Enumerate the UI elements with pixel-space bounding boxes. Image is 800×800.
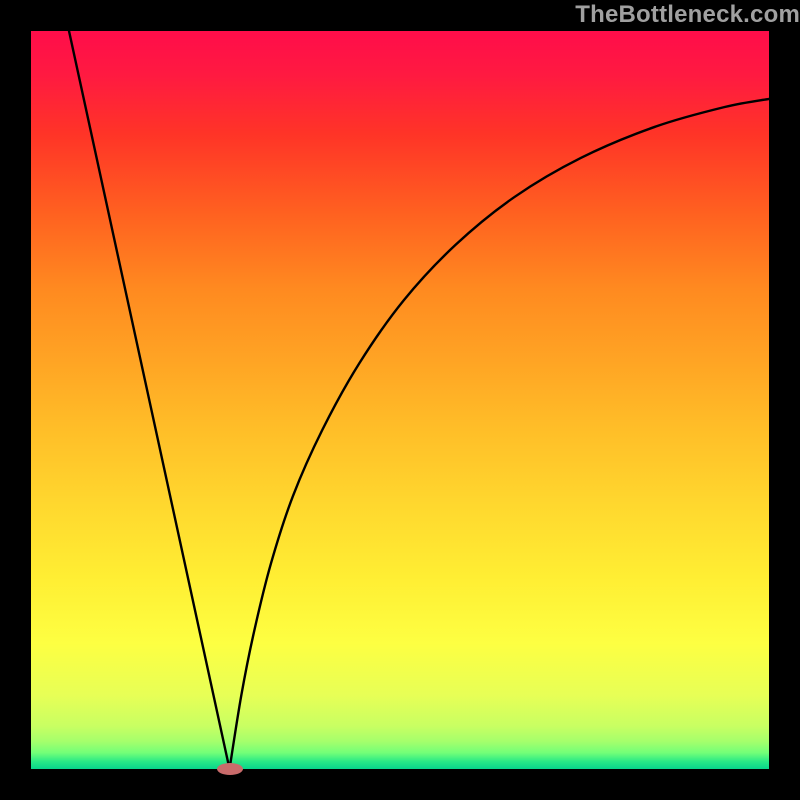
min-point-marker xyxy=(217,763,243,775)
chart-root: TheBottleneck.com xyxy=(0,0,800,800)
watermark-text: TheBottleneck.com xyxy=(575,1,800,29)
chart-frame xyxy=(0,0,800,800)
